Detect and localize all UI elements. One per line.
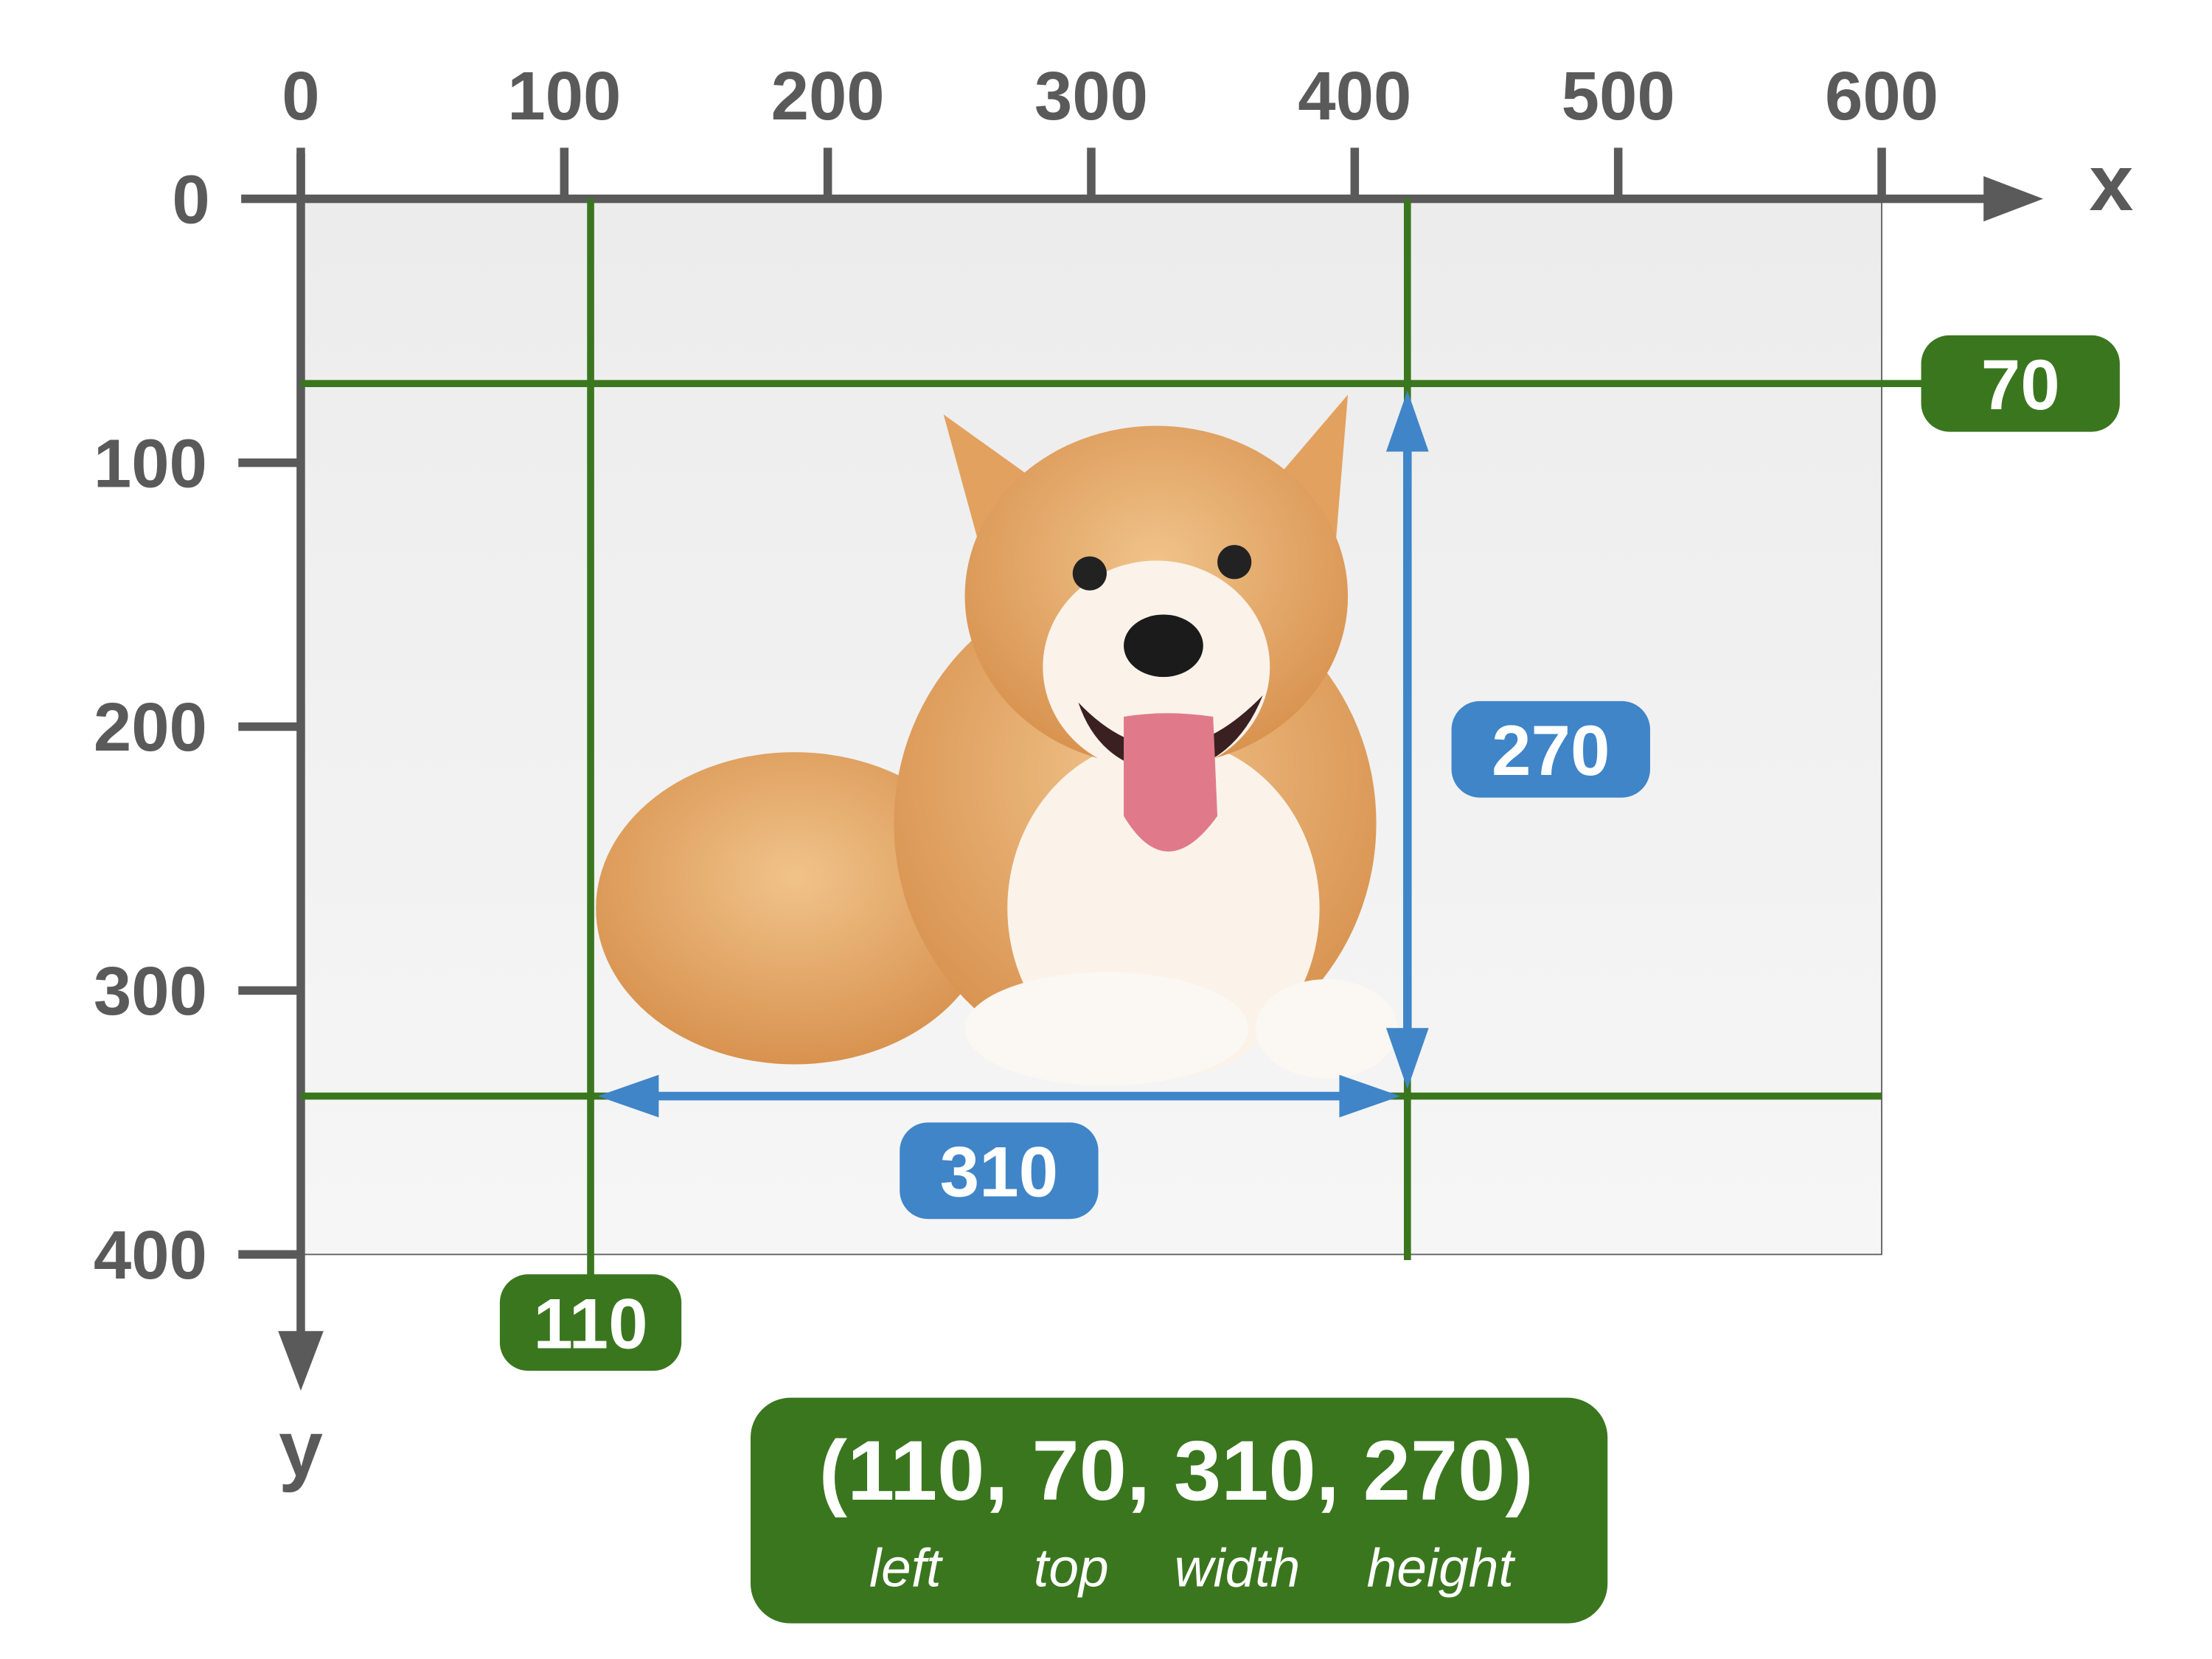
left-label: 110 [533,1284,647,1363]
x-tick-label: 500 [1562,58,1675,134]
label-width: width [1175,1539,1301,1599]
width-arrow-right-icon [1339,1074,1401,1118]
x-axis-arrow-icon [1983,175,2044,222]
left-badge [499,1274,682,1371]
axes: 0 100 200 300 400 500 600 0 100 200 300 400 [94,58,2044,1391]
bbox-tuple: (110, 70, 310, 270) [819,1423,1534,1518]
y-tick-label: 300 [94,953,207,1029]
y-axis-label: y [279,1404,323,1493]
summary-box: (110, 70, 310, 270) left top width heigh… [750,1397,1608,1624]
y-tick-label: 400 [94,1217,207,1293]
label-height: height [1367,1539,1516,1599]
y-tick-label: 0 [172,161,209,237]
bounding-box-guides: 70 110 310 270 [300,198,2120,1371]
height-arrow-down-icon [1385,1028,1429,1089]
y-tick-label: 100 [94,425,207,501]
height-badge [1451,700,1650,798]
y-axis-arrow-icon [278,1331,324,1391]
x-tick-label: 600 [1825,58,1938,134]
label-left: left [869,1539,943,1599]
x-tick-label: 200 [771,58,885,134]
width-badge [900,1122,1099,1220]
top-label: 70 [1981,346,2060,425]
x-tick-label: 0 [282,58,319,134]
corgi-photo [596,394,1398,1086]
x-axis-label: x [2089,138,2133,227]
height-label: 270 [1492,712,1610,790]
x-tick-label: 300 [1034,58,1148,134]
width-arrow-left-icon [597,1074,659,1118]
x-tick-label: 400 [1298,58,1411,134]
height-arrow-up-icon [1385,390,1429,452]
top-badge [1921,335,2120,432]
label-top: top [1034,1539,1109,1599]
y-tick-label: 200 [94,689,207,765]
width-label: 310 [940,1133,1059,1211]
x-tick-label: 100 [507,58,621,134]
